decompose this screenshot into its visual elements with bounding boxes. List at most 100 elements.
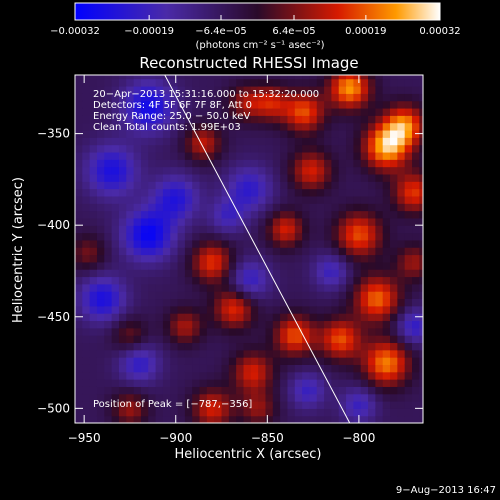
heatmap-cell	[316, 269, 325, 278]
heatmap-cell	[294, 393, 303, 402]
heatmap-cell	[353, 195, 362, 204]
heatmap-cell	[75, 122, 83, 131]
heatmap-cell	[397, 78, 406, 87]
heatmap-cell	[140, 188, 149, 197]
heatmap-cell	[368, 393, 376, 402]
heatmap-cell	[404, 159, 413, 168]
heatmap-cell	[250, 349, 259, 358]
heatmap-cell	[258, 195, 267, 204]
heatmap-cell	[140, 151, 149, 160]
heatmap-cell	[162, 305, 171, 314]
heatmap-cell	[272, 276, 281, 285]
heatmap-cell	[243, 239, 252, 248]
heatmap-cell	[243, 203, 252, 212]
heatmap-cell	[192, 379, 201, 387]
heatmap-cell	[265, 239, 274, 248]
heatmap-cell	[148, 327, 157, 336]
heatmap-cell	[89, 320, 98, 329]
heatmap-cell	[331, 254, 340, 263]
heatmap-cell	[184, 357, 193, 365]
heatmap-cell	[111, 166, 120, 175]
heatmap-cell	[206, 225, 215, 234]
heatmap-cell	[353, 371, 362, 380]
heatmap-cell	[412, 85, 420, 94]
heatmap-cell	[316, 357, 325, 365]
x-tick-label: −900	[159, 431, 192, 445]
heatmap-cell	[338, 298, 347, 307]
heatmap-cell	[309, 151, 318, 160]
heatmap-cell	[243, 75, 252, 80]
heatmap-cell	[126, 415, 135, 423]
heatmap-cell	[82, 225, 91, 234]
heatmap-cell	[96, 93, 105, 102]
heatmap-cell	[250, 210, 259, 219]
heatmap-cell	[243, 195, 252, 204]
heatmap-cell	[111, 100, 120, 109]
heatmap-cell	[184, 188, 193, 197]
heatmap-cell	[397, 144, 406, 153]
heatmap-cell	[148, 166, 157, 175]
heatmap-cell	[214, 386, 223, 395]
heatmap-cell	[148, 93, 157, 102]
heatmap-cell	[111, 261, 120, 270]
heatmap-cell	[221, 239, 230, 248]
heatmap-cell	[221, 357, 230, 365]
heatmap-cell	[338, 261, 347, 270]
heatmap-cell	[177, 386, 186, 395]
heatmap-cell	[162, 115, 171, 124]
heatmap-cell	[331, 188, 340, 197]
heatmap-cell	[170, 203, 179, 212]
heatmap-cell	[206, 320, 215, 329]
heatmap-cell	[118, 313, 127, 322]
heatmap-cell	[206, 85, 215, 94]
heatmap-cell	[228, 291, 237, 300]
heatmap-cell	[287, 85, 296, 94]
heatmap-cell	[309, 357, 318, 365]
heatmap-cell	[324, 415, 333, 423]
heatmap-cell	[140, 313, 149, 322]
heatmap-cell	[360, 93, 369, 102]
heatmap-cell	[236, 78, 245, 87]
heatmap-cell	[236, 129, 245, 138]
heatmap-cell	[236, 371, 245, 380]
heatmap-cell	[162, 210, 171, 219]
heatmap-cell	[221, 371, 230, 380]
heatmap-cell	[397, 115, 406, 124]
heatmap-cell	[265, 151, 274, 160]
heatmap-cell	[258, 415, 267, 423]
heatmap-cell	[338, 393, 347, 402]
heatmap-cell	[368, 349, 376, 358]
heatmap-cell	[265, 159, 274, 168]
heatmap-cell	[316, 247, 325, 256]
heatmap-cell	[360, 107, 369, 116]
heatmap-cell	[192, 181, 201, 190]
heatmap-cell	[89, 401, 98, 409]
heatmap-cell	[404, 232, 413, 241]
heatmap-cell	[133, 232, 142, 241]
heatmap-cell	[170, 393, 179, 402]
heatmap-cell	[309, 210, 318, 219]
heatmap-cell	[360, 298, 369, 307]
heatmap-cell	[126, 320, 135, 329]
heatmap-cell	[302, 93, 311, 102]
heatmap-cell	[75, 195, 83, 204]
heatmap-cell	[170, 247, 179, 256]
x-axis-label: Heliocentric X (arcsec)	[175, 447, 322, 462]
heatmap-cell	[177, 217, 186, 226]
heatmap-cell	[302, 408, 311, 417]
heatmap-cell	[390, 188, 398, 197]
heatmap-cell	[353, 100, 362, 109]
heatmap-cell	[214, 151, 223, 160]
heatmap-cell	[170, 217, 179, 226]
heatmap-cell	[382, 107, 391, 116]
heatmap-cell	[118, 75, 127, 80]
heatmap-cell	[375, 269, 384, 278]
heatmap-cell	[324, 276, 333, 285]
heatmap-cell	[89, 144, 98, 153]
heatmap-cell	[89, 298, 98, 307]
heatmap-cell	[258, 298, 267, 307]
heatmap-cell	[316, 393, 325, 402]
heatmap-cell	[419, 386, 423, 395]
heatmap-cell	[419, 217, 423, 226]
heatmap-cell	[214, 122, 223, 131]
